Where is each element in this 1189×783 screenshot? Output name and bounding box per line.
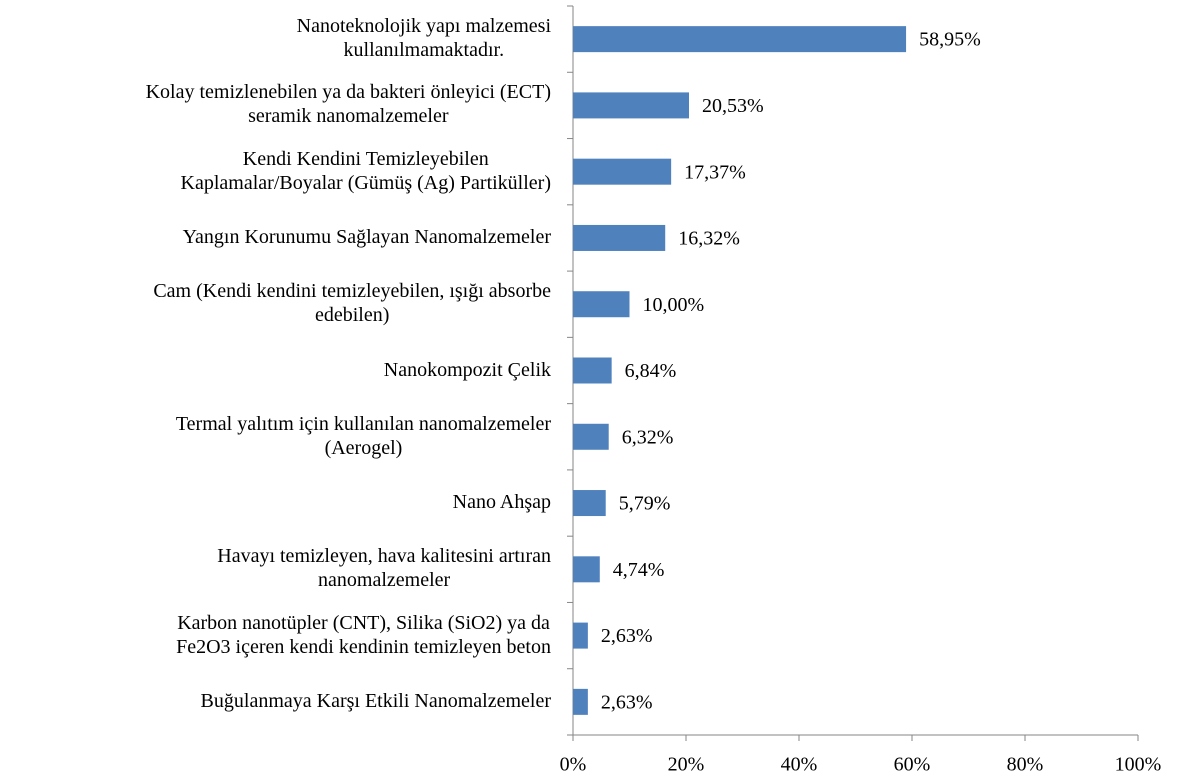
data-label: 16,32%	[678, 228, 740, 250]
bar	[573, 490, 606, 517]
data-label: 2,63%	[601, 691, 653, 713]
bar	[573, 224, 666, 251]
bar	[573, 158, 672, 185]
data-label: 20,53%	[702, 95, 764, 117]
x-tick-label: 0%	[560, 754, 587, 776]
bar	[573, 688, 588, 715]
bar	[573, 291, 630, 318]
y-tick-label: Kolay temizlenebilen ya da bakteri önley…	[145, 81, 551, 128]
y-tick-label: Havayı temizleyen, hava kalitesini artır…	[217, 545, 551, 592]
data-label: 5,79%	[619, 493, 671, 515]
bar	[573, 357, 612, 384]
bar	[573, 556, 600, 583]
x-tick-label: 60%	[894, 754, 931, 776]
x-tick-label: 80%	[1007, 754, 1044, 776]
y-tick-label: Nanoteknolojik yapı malzemesi kullanılma…	[296, 15, 551, 62]
y-tick-label: Yangın Korunumu Sağlayan Nanomalzemeler	[182, 225, 551, 248]
bar	[573, 622, 588, 649]
x-tick-label: 40%	[781, 754, 818, 776]
bar	[573, 26, 907, 53]
y-tick-label: Nanokompozit Çelik	[383, 358, 551, 381]
data-label: 10,00%	[643, 294, 705, 316]
bar	[573, 92, 689, 119]
y-tick-label: Karbon nanotüpler (CNT), Silika (SiO2) y…	[176, 611, 551, 658]
y-tick-label: Buğulanmaya Karşı Etkili Nanomalzemeler	[200, 689, 551, 712]
y-tick-label: Kendi Kendini Temizleyebilen Kaplamalar/…	[180, 147, 551, 194]
data-label: 6,32%	[622, 426, 674, 448]
data-label: 58,95%	[919, 29, 981, 51]
x-tick-label: 100%	[1115, 754, 1162, 776]
bar	[573, 423, 609, 450]
y-tick-label: Termal yalıtım için kullanılan nanomalze…	[175, 412, 551, 459]
x-tick-label: 20%	[668, 754, 705, 776]
y-tick-label: Nano Ahşap	[452, 491, 551, 514]
data-label: 17,37%	[684, 161, 746, 183]
data-label: 2,63%	[601, 625, 653, 647]
data-label: 4,74%	[613, 559, 665, 581]
data-label: 6,84%	[625, 360, 677, 382]
y-tick-label: Cam (Kendi kendini temizleyebilen, ışığı…	[153, 280, 551, 327]
